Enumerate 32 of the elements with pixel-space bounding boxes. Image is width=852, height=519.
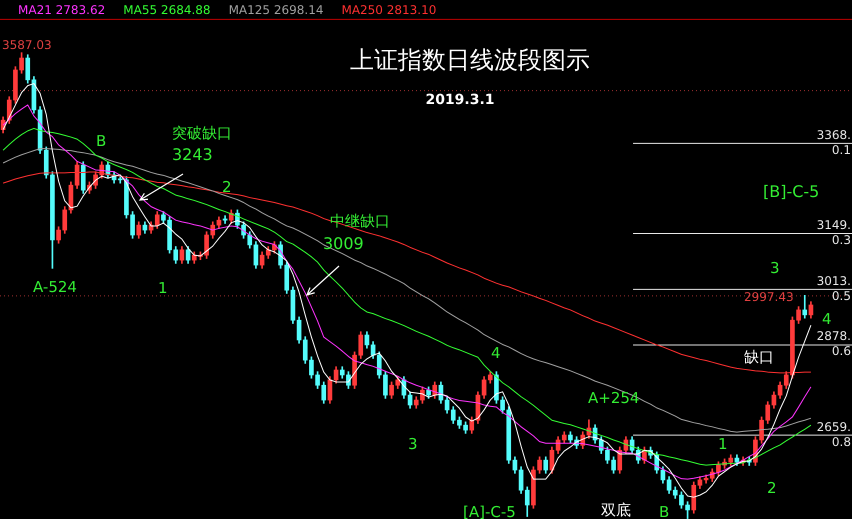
text: MA55 2684.88 — [123, 2, 211, 16]
annotation: A+254 — [588, 389, 640, 407]
annotation: 2 — [222, 178, 232, 196]
annotation: 突破缺口 — [172, 124, 232, 142]
text: MA21 2783.62 — [18, 2, 106, 16]
ref-line-label: 3149. 0.3 — [816, 218, 851, 248]
text: 2019.3.1 — [424, 92, 496, 108]
annotation: 2997.43 — [744, 290, 794, 304]
annotation: 1 — [718, 435, 728, 453]
annotation: 4 — [491, 344, 501, 362]
ref-line-label: 3368. 0.1 — [816, 128, 851, 158]
annotation: 3587.03 — [2, 38, 52, 52]
annotation: 缺口 — [744, 348, 774, 366]
text: 4 — [822, 310, 832, 328]
text: MA250 2813.10 — [341, 2, 436, 16]
annotation: 3 — [770, 259, 780, 277]
annotation: B — [96, 132, 106, 150]
ref-line-label: 3013. 0.5 — [816, 274, 851, 304]
annotation: A-524 — [33, 278, 77, 296]
annotation: 3 — [408, 435, 418, 453]
annotation: 3243 — [172, 145, 213, 164]
text: 上证指数日线波段图示 — [350, 46, 590, 74]
ref-line-label: 2659. 0.8 — [816, 420, 851, 450]
annotation: 双底 — [601, 501, 631, 519]
annotation: B — [659, 503, 670, 519]
annotation: [B]-C-5 — [763, 182, 820, 201]
annotation: [A]-C-5 — [463, 503, 516, 519]
ref-line-label: 2878. 0.6 — [816, 329, 851, 360]
annotation: 2 — [767, 479, 777, 497]
annotation: 3009 — [323, 234, 364, 253]
annotation: 1 — [158, 279, 168, 297]
text: MA125 2698.14 — [228, 2, 324, 16]
